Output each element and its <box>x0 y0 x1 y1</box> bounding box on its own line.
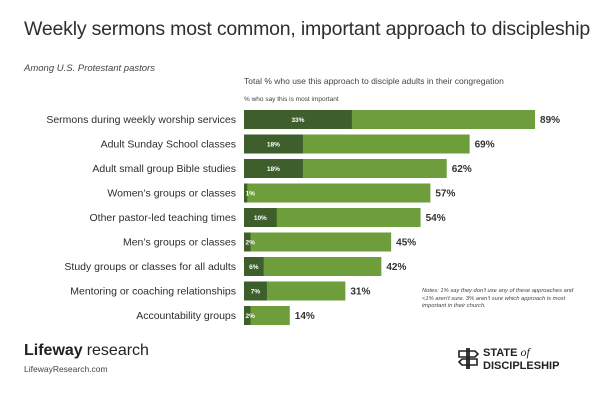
signpost-icon <box>457 348 480 369</box>
legend-total: Total % who use this approach to discipl… <box>244 76 504 86</box>
brand-part2: research <box>86 342 149 359</box>
brand-part1: Lifeway <box>24 342 83 359</box>
chart-title: Weekly sermons most common, important ap… <box>24 18 590 40</box>
legend-important: % who say this is most important <box>244 96 339 103</box>
important-value-label: 6% <box>249 264 259 271</box>
total-value-label: 57% <box>435 189 455 200</box>
bar-important <box>244 232 251 252</box>
total-value-label: 14% <box>295 311 315 322</box>
important-value-label: 18% <box>267 166 280 173</box>
important-value-label: 1% <box>246 190 256 197</box>
total-value-label: 31% <box>350 287 370 298</box>
total-value-label: 45% <box>396 238 416 249</box>
lifeway-logo: Lifeway research <box>24 342 149 360</box>
chart-subtitle: Among U.S. Protestant pastors <box>24 63 155 74</box>
category-label: Adult Sunday School classes <box>101 139 236 151</box>
important-value-label: 2% <box>246 313 256 320</box>
bar-important <box>244 110 352 129</box>
category-label: Study groups or classes for all adults <box>64 261 236 273</box>
total-value-label: 89% <box>540 115 560 126</box>
important-value-label: 2% <box>246 239 256 246</box>
category-label: Accountability groups <box>136 310 236 322</box>
total-value-label: 54% <box>426 213 446 224</box>
category-label: Mentoring or coaching relationships <box>70 286 236 298</box>
important-value-label: 18% <box>267 141 280 148</box>
category-label: Women’s groups or classes <box>107 188 236 200</box>
bar-important <box>244 134 303 154</box>
important-value-label: 10% <box>254 215 267 222</box>
bar-total <box>244 208 421 227</box>
bar-important <box>244 306 251 325</box>
bar-important <box>244 257 264 276</box>
bar-total <box>244 306 290 325</box>
sod-of: of <box>520 345 530 359</box>
category-label: Men’s groups or classes <box>123 237 236 249</box>
bar-important <box>244 159 303 178</box>
total-value-label: 69% <box>475 140 495 151</box>
sod-line2: DISCIPLESHIP <box>483 360 560 372</box>
state-of-discipleship-logo: STATE of DISCIPLESHIP <box>483 346 559 373</box>
bar-total <box>244 232 392 252</box>
category-label: Sermons during weekly worship services <box>46 114 236 126</box>
bar-total <box>244 257 382 276</box>
bar-important <box>244 281 267 301</box>
brand-url: LifewayResearch.com <box>24 364 108 374</box>
chart-notes: Notes: 1% say they don't use any of thes… <box>422 288 574 310</box>
bar-important <box>244 183 248 203</box>
bar-important <box>244 208 277 227</box>
total-value-label: 42% <box>386 262 406 273</box>
bar-total <box>244 281 346 301</box>
total-value-label: 62% <box>452 164 472 175</box>
important-value-label: 33% <box>291 117 304 124</box>
sod-line1: STATE <box>483 347 518 359</box>
bar-total <box>244 183 431 203</box>
category-label: Adult small group Bible studies <box>92 163 236 175</box>
category-label: Other pastor-led teaching times <box>90 212 237 224</box>
important-value-label: 7% <box>251 288 261 295</box>
